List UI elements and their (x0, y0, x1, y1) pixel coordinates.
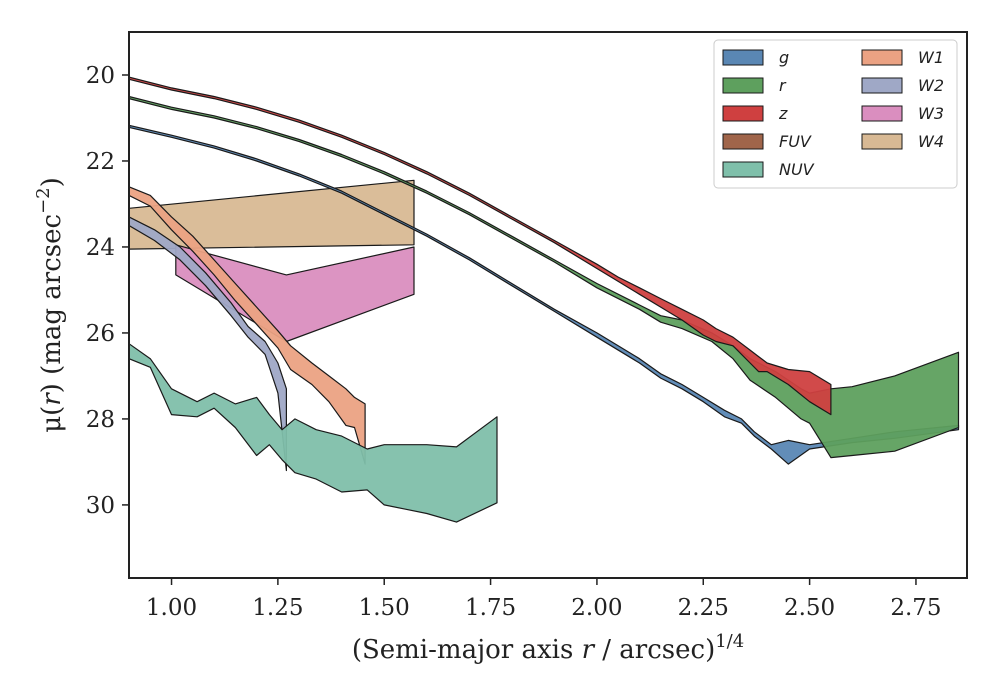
x-tick-label: 2.00 (571, 595, 622, 621)
legend-swatch-fuv (722, 133, 764, 150)
legend-label-fuv: FUV (779, 132, 812, 151)
y-tick-label: 26 (86, 321, 115, 347)
legend-label-w1: W1 (918, 48, 944, 67)
series-band-w2 (129, 216, 287, 472)
legend-swatch-w1 (861, 49, 903, 66)
y-tick-label: 28 (86, 407, 115, 433)
y-axis-title: μ(r) (mag arcsec−2) (33, 177, 67, 433)
legend-swatch-g (722, 49, 764, 66)
y-tick-label: 30 (86, 493, 115, 519)
x-axis-title: (Semi-major axis r / arcsec)1/4 (352, 631, 744, 665)
legend-label-g: g (779, 48, 789, 67)
x-tick-label: 1.00 (146, 595, 197, 621)
legend-label-z: z (778, 104, 788, 123)
legend-label-r: r (779, 76, 787, 95)
legend-swatch-nuv (722, 161, 764, 178)
legend-swatch-z (722, 105, 764, 122)
legend-label-w4: W4 (918, 132, 944, 151)
y-tick-label: 22 (86, 149, 115, 175)
series-band-w4 (129, 179, 415, 250)
series-band-w3 (175, 244, 415, 343)
y-tick-label: 20 (86, 63, 115, 89)
series-band-r (129, 95, 960, 459)
series-band-nuv (129, 343, 498, 523)
legend-swatch-w3 (861, 105, 903, 122)
legend-box (713, 39, 958, 189)
legend-swatch-w2 (861, 77, 903, 94)
x-tick-label: 1.75 (465, 595, 516, 621)
series-band-g (129, 124, 960, 465)
x-tick-label: 1.25 (252, 595, 303, 621)
legend-label-nuv: NUV (779, 160, 815, 179)
x-axis: 1.00 1.25 1.50 1.75 2.00 2.25 2.50 2.75 (146, 578, 942, 621)
y-tick-label: 24 (86, 235, 115, 261)
x-tick-label: 2.50 (784, 595, 835, 621)
x-tick-label: 2.25 (678, 595, 729, 621)
legend: grz FUV NUV W1 W2 W3 W4 (713, 39, 958, 189)
legend-swatch-w4 (861, 133, 903, 150)
x-tick-label: 1.50 (359, 595, 410, 621)
plot-frame (128, 31, 968, 579)
series-band-z (129, 76, 832, 416)
legend-label-w2: W2 (918, 76, 944, 95)
x-tick-label: 2.75 (890, 595, 941, 621)
series-layer (129, 76, 960, 523)
legend-label-w3: W3 (918, 104, 944, 123)
y-axis: 20 22 24 26 28 30 (86, 63, 129, 519)
legend-swatch-r (722, 77, 764, 94)
